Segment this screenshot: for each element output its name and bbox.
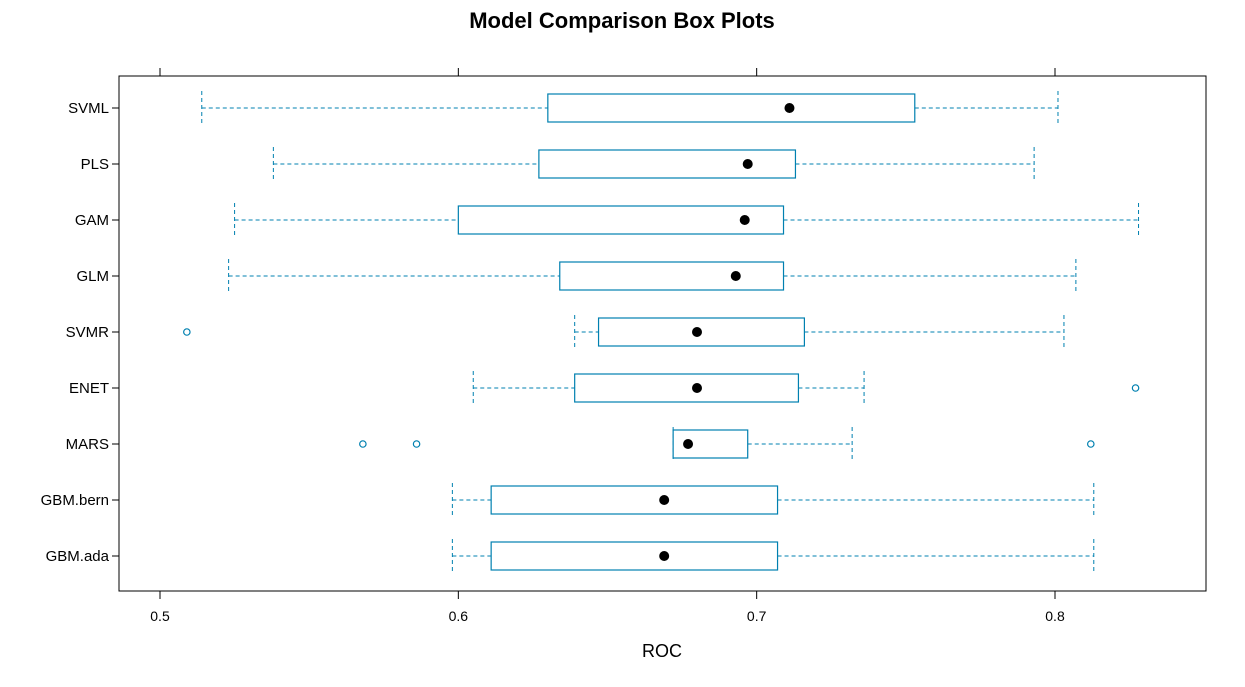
outlier-point (359, 440, 367, 448)
box-svml (201, 91, 1059, 125)
category-label-enet: ENET (69, 380, 109, 397)
median-dot (739, 215, 750, 225)
median-dot (683, 439, 694, 449)
box-mars (359, 427, 1095, 461)
box-series (183, 91, 1140, 573)
box-gbm-ada (451, 539, 1095, 573)
category-label-svml: SVML (68, 100, 109, 117)
category-label-glm: GLM (76, 268, 109, 285)
category-label-mars: MARS (66, 436, 109, 453)
median-dot (730, 271, 741, 281)
iqr-box (559, 261, 785, 291)
box-gbm-bern (451, 483, 1095, 517)
box-glm (228, 259, 1077, 293)
iqr-box (457, 205, 785, 235)
x-tick-label: 0.6 (449, 608, 469, 624)
outlier-point (1087, 440, 1095, 448)
box-gam (234, 203, 1140, 237)
x-tick-label: 0.7 (747, 608, 767, 624)
category-label-pls: PLS (81, 156, 109, 173)
category-labels: SVML PLS GAM GLM SVMR ENET MARS GBM.bern GBM.ada (41, 100, 119, 565)
x-axis-label: ROC (642, 641, 682, 661)
outlier-point (183, 328, 191, 336)
median-dot (659, 551, 670, 561)
category-label-gbm-bern: GBM.bern (41, 492, 109, 509)
iqr-box (490, 485, 779, 515)
x-tick-label: 0.5 (150, 608, 170, 624)
median-dot (742, 159, 753, 169)
outlier-point (1131, 384, 1140, 392)
median-dot (692, 327, 702, 337)
bottom-tick-marks: 0.5 0.6 0.7 0.8 (150, 591, 1065, 624)
iqr-box (490, 541, 779, 571)
box-svmr (183, 315, 1065, 349)
median-dot (692, 383, 702, 393)
iqr-box (597, 317, 805, 347)
box-enet (472, 371, 1140, 405)
x-tick-label: 0.8 (1045, 608, 1065, 624)
category-label-svmr: SVMR (66, 324, 110, 341)
outlier-point (412, 440, 421, 448)
iqr-box (574, 373, 800, 403)
median-dot (659, 495, 670, 505)
median-dot (784, 103, 795, 113)
category-label-gam: GAM (75, 212, 109, 229)
chart-title: Model Comparison Box Plots (469, 8, 775, 33)
iqr-box (547, 93, 916, 123)
box-pls (272, 147, 1035, 181)
iqr-box (538, 149, 797, 179)
top-tick-marks (159, 68, 1056, 76)
category-label-gbm-ada: GBM.ada (46, 548, 110, 565)
plot-frame (118, 75, 1207, 592)
